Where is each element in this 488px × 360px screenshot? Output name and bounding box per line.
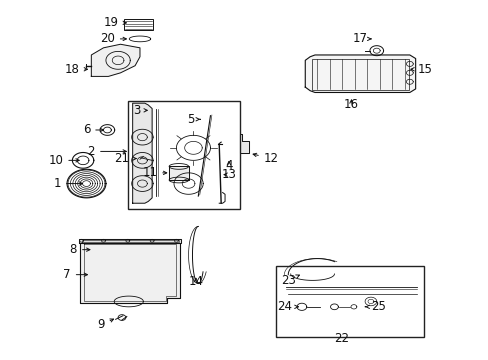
Text: 14: 14 bbox=[188, 275, 203, 288]
Text: 22: 22 bbox=[334, 333, 348, 346]
Bar bbox=[127, 102, 239, 208]
Text: 15: 15 bbox=[410, 63, 432, 76]
Text: 19: 19 bbox=[103, 16, 126, 29]
Text: 7: 7 bbox=[63, 268, 87, 281]
Polygon shape bbox=[239, 134, 249, 153]
Text: 5: 5 bbox=[187, 113, 200, 126]
Text: 16: 16 bbox=[343, 99, 358, 112]
Polygon shape bbox=[169, 166, 188, 180]
Text: 1: 1 bbox=[54, 177, 82, 190]
Text: 2: 2 bbox=[87, 145, 126, 158]
Text: 13: 13 bbox=[221, 168, 236, 181]
Text: 9: 9 bbox=[97, 318, 113, 331]
Bar bbox=[311, 59, 408, 90]
Text: 3: 3 bbox=[133, 104, 147, 117]
Text: 12: 12 bbox=[253, 152, 278, 165]
Text: 18: 18 bbox=[64, 63, 87, 76]
Polygon shape bbox=[79, 239, 181, 243]
Text: 8: 8 bbox=[69, 243, 90, 256]
Text: 24: 24 bbox=[276, 300, 298, 313]
Text: 11: 11 bbox=[142, 166, 166, 179]
Text: 20: 20 bbox=[100, 32, 126, 45]
Polygon shape bbox=[114, 298, 143, 302]
Bar bbox=[276, 266, 424, 337]
Text: 25: 25 bbox=[365, 300, 385, 313]
Text: 4: 4 bbox=[225, 159, 232, 172]
Polygon shape bbox=[91, 44, 140, 76]
Bar bbox=[123, 19, 153, 30]
Text: 23: 23 bbox=[280, 274, 299, 287]
Polygon shape bbox=[132, 103, 152, 203]
Text: 10: 10 bbox=[48, 154, 79, 167]
Text: 17: 17 bbox=[352, 32, 370, 45]
Text: 6: 6 bbox=[82, 123, 103, 136]
Text: 21: 21 bbox=[114, 152, 136, 165]
Polygon shape bbox=[305, 55, 415, 93]
Polygon shape bbox=[80, 243, 180, 303]
